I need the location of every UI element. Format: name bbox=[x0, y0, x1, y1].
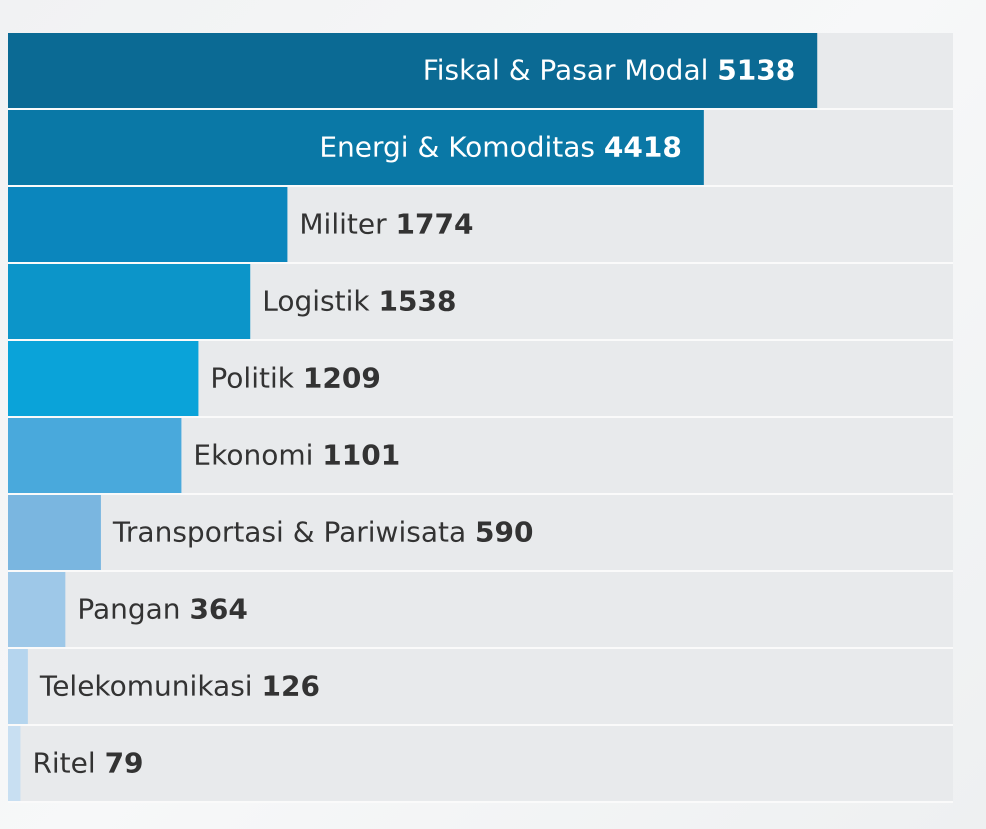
bar bbox=[8, 418, 182, 493]
value-label: 364 bbox=[189, 593, 247, 626]
value-label: 1101 bbox=[322, 439, 400, 472]
row-background bbox=[8, 495, 953, 570]
category-name: Telekomunikasi bbox=[39, 670, 253, 703]
category-name: Logistik bbox=[262, 285, 370, 318]
bar-label: Ritel 79 bbox=[32, 747, 143, 780]
bar-label: Energi & Komoditas 4418 bbox=[319, 131, 682, 164]
bar bbox=[8, 649, 28, 724]
bar bbox=[8, 110, 704, 185]
bar-label: Logistik 1538 bbox=[262, 285, 456, 318]
value-label: 79 bbox=[105, 747, 144, 780]
bar-label: Fiskal & Pasar Modal 5138 bbox=[423, 54, 796, 87]
category-name: Militer bbox=[299, 208, 387, 241]
bar bbox=[8, 187, 288, 262]
bar bbox=[8, 264, 251, 339]
value-label: 1538 bbox=[379, 285, 457, 318]
bar-label: Pangan 364 bbox=[77, 593, 248, 626]
bar bbox=[8, 495, 101, 570]
bar-label: Ekonomi 1101 bbox=[193, 439, 400, 472]
bar-label: Telekomunikasi 126 bbox=[39, 670, 320, 703]
category-name: Energi & Komoditas bbox=[319, 131, 595, 164]
bar-label: Militer 1774 bbox=[299, 208, 473, 241]
row-background bbox=[8, 572, 953, 647]
category-name: Pangan bbox=[77, 593, 180, 626]
category-name: Ritel bbox=[32, 747, 95, 780]
bar bbox=[8, 341, 199, 416]
value-label: 5138 bbox=[717, 54, 795, 87]
value-label: 4418 bbox=[604, 131, 682, 164]
row-background bbox=[8, 649, 953, 724]
bar bbox=[8, 572, 66, 647]
bar-label: Politik 1209 bbox=[210, 362, 380, 395]
bar bbox=[8, 726, 21, 801]
category-name: Ekonomi bbox=[193, 439, 313, 472]
category-name: Politik bbox=[210, 362, 294, 395]
value-label: 1774 bbox=[396, 208, 474, 241]
value-label: 590 bbox=[475, 516, 533, 549]
row-background bbox=[8, 726, 953, 801]
category-name: Transportasi & Pariwisata bbox=[112, 516, 466, 549]
value-label: 1209 bbox=[303, 362, 381, 395]
value-label: 126 bbox=[261, 670, 319, 703]
bar-label: Transportasi & Pariwisata 590 bbox=[112, 516, 534, 549]
category-name: Fiskal & Pasar Modal bbox=[423, 54, 709, 87]
bar bbox=[8, 33, 818, 108]
